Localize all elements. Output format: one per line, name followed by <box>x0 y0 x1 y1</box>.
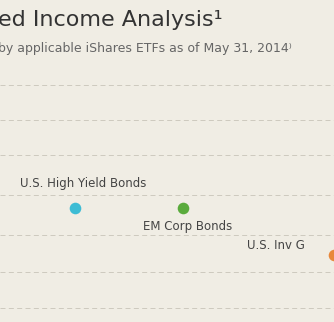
Point <box>331 252 334 258</box>
Text: U.S. High Yield Bonds: U.S. High Yield Bonds <box>20 176 146 190</box>
Text: U.S. Inv G: U.S. Inv G <box>247 239 305 251</box>
Text: ed Income Analysis¹: ed Income Analysis¹ <box>0 10 223 30</box>
Point <box>72 205 78 211</box>
Text: EM Corp Bonds: EM Corp Bonds <box>143 220 232 232</box>
Text: by applicable iShares ETFs as of May 31, 2014⁾: by applicable iShares ETFs as of May 31,… <box>0 42 292 55</box>
Point <box>180 205 186 211</box>
